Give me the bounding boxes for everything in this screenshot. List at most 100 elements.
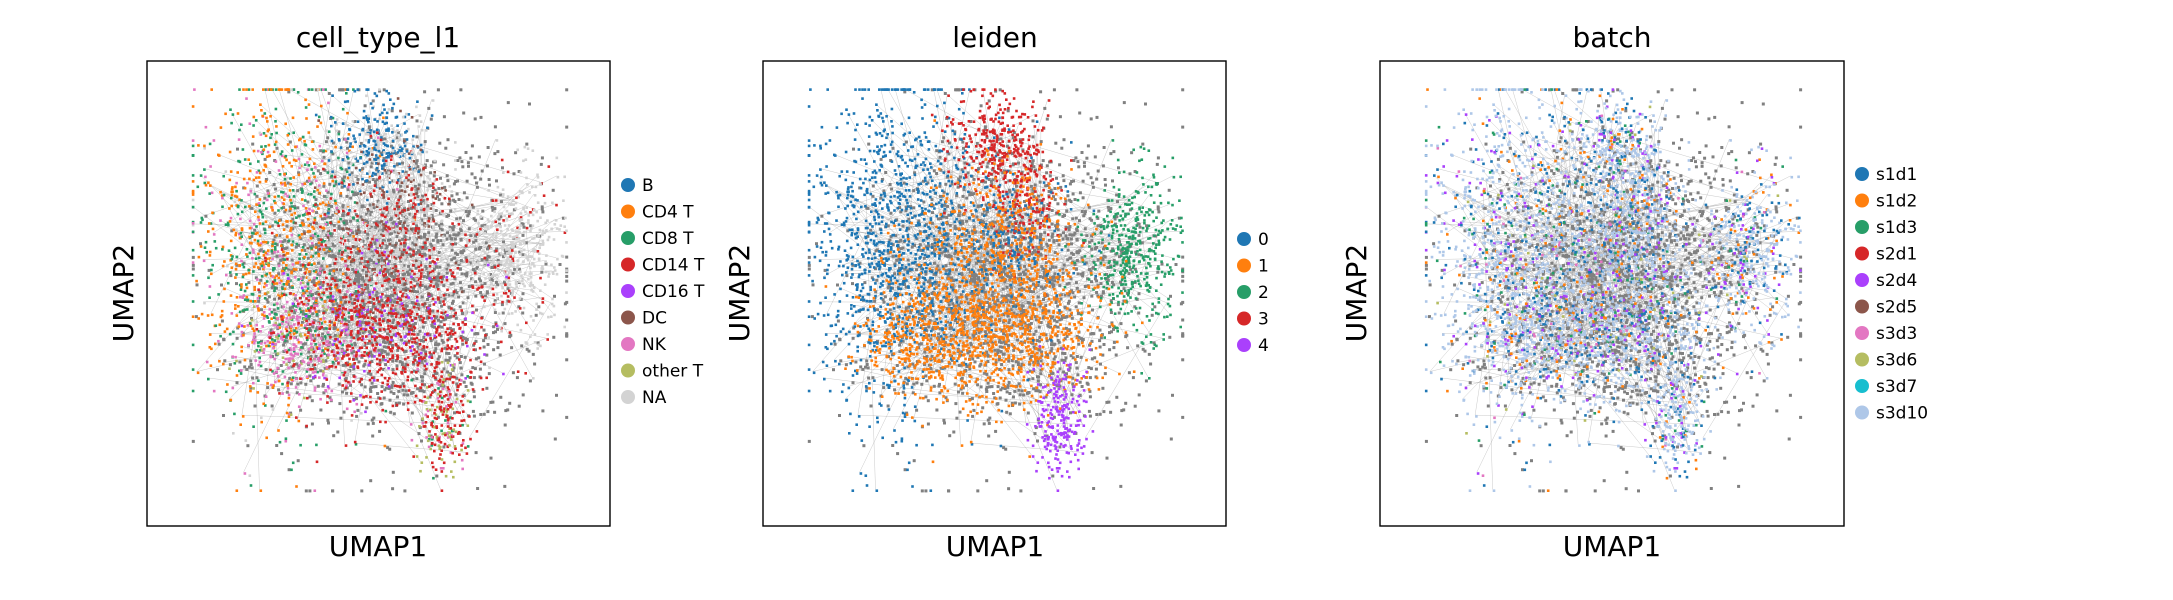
- scatter-point: [458, 411, 461, 414]
- scatter-point: [208, 142, 212, 146]
- scatter-point: [489, 280, 493, 284]
- scatter-point: [410, 370, 413, 374]
- scatter-point: [210, 88, 213, 91]
- scatter-point: [265, 216, 268, 219]
- scatter-point: [819, 246, 823, 249]
- scatter-point: [418, 114, 422, 117]
- scatter-point: [231, 342, 235, 346]
- scatter-point: [271, 370, 274, 373]
- scatter-point: [204, 240, 208, 244]
- scatter-point: [333, 229, 336, 232]
- scatter-point: [265, 280, 269, 283]
- legend-marker: [621, 390, 635, 404]
- scatter-point: [496, 185, 500, 189]
- scatter-point: [469, 437, 472, 441]
- scatter-point: [191, 205, 195, 209]
- scatter-point: [359, 394, 362, 397]
- scatter-point: [555, 227, 559, 230]
- scatter-point: [356, 120, 360, 123]
- scatter-point: [378, 244, 381, 247]
- scatter-point: [406, 356, 410, 359]
- scatter-point: [391, 149, 395, 153]
- scatter-point: [408, 227, 411, 231]
- scatter-point: [382, 183, 386, 187]
- scatter-point: [338, 376, 341, 380]
- legend-item: CD8 T: [621, 229, 694, 249]
- scatter-point: [491, 287, 495, 291]
- scatter-point: [472, 245, 475, 248]
- scatter-point: [482, 249, 485, 253]
- scatter-point: [896, 154, 900, 158]
- scatter-point: [240, 210, 244, 214]
- scatter-point: [406, 401, 410, 405]
- scatter-point: [361, 177, 364, 181]
- scatter-point: [387, 127, 390, 130]
- scatter-point: [385, 162, 389, 166]
- scatter-point: [289, 219, 293, 223]
- scatter-point: [835, 315, 839, 319]
- scatter-point: [257, 344, 260, 348]
- scatter-point: [377, 300, 381, 303]
- scatter-point: [475, 430, 479, 433]
- scatter-point: [336, 313, 340, 317]
- scatter-point: [405, 314, 408, 318]
- scatter-point: [419, 356, 423, 359]
- scatter-point: [369, 395, 372, 399]
- scatter-point: [902, 280, 905, 284]
- scatter-point: [391, 128, 395, 131]
- scatter-point: [440, 275, 443, 279]
- scatter-point: [865, 484, 869, 487]
- legend-item: CD4 T: [621, 203, 694, 223]
- scatter-point: [351, 190, 354, 194]
- scatter-point: [440, 330, 444, 333]
- scatter-point: [251, 263, 255, 266]
- scatter-point: [921, 210, 924, 213]
- scatter-point: [495, 324, 499, 328]
- y-axis-label: UMAP2: [107, 244, 140, 343]
- scatter-point: [287, 132, 291, 136]
- scatter-point: [282, 198, 286, 201]
- scatter-point: [210, 268, 213, 272]
- scatter-point: [399, 245, 403, 248]
- scatter-point: [292, 332, 296, 336]
- scatter-point: [393, 179, 396, 182]
- scatter-point: [329, 292, 332, 295]
- scatter-point: [218, 154, 221, 157]
- scatter-point: [269, 354, 272, 358]
- scatter-point: [383, 376, 387, 380]
- scatter-point: [237, 322, 241, 325]
- scatter-point: [807, 191, 811, 194]
- scatter-point: [384, 358, 387, 362]
- scatter-point: [372, 159, 375, 163]
- scatter-point: [404, 180, 407, 183]
- scatter-point: [508, 259, 512, 263]
- scatter-point: [326, 332, 330, 336]
- scatter-point: [258, 256, 261, 260]
- scatter-point: [911, 216, 914, 219]
- scatter-point: [252, 387, 255, 390]
- scatter-point: [273, 279, 277, 282]
- scatter-point: [437, 392, 440, 396]
- scatter-point: [386, 251, 389, 254]
- scatter-point: [925, 182, 928, 186]
- scatter-point: [949, 321, 952, 325]
- scatter-point: [264, 404, 267, 407]
- scatter-point: [941, 189, 944, 192]
- scatter-point: [943, 101, 946, 105]
- scatter-point: [404, 289, 408, 292]
- scatter-point: [281, 272, 284, 276]
- scatter-point: [878, 311, 882, 314]
- scatter-point: [269, 368, 272, 372]
- scatter-point: [424, 193, 427, 197]
- scatter-point: [412, 325, 416, 329]
- scatter-point: [348, 128, 352, 132]
- scatter-point: [865, 299, 868, 303]
- scatter-point: [533, 341, 537, 344]
- scatter-point: [241, 415, 245, 418]
- scatter-point: [453, 363, 456, 366]
- scatter-point: [340, 235, 344, 238]
- scatter-point: [298, 260, 301, 264]
- scatter-point: [459, 336, 463, 340]
- scatter-point: [283, 375, 287, 379]
- scatter-point: [437, 361, 441, 365]
